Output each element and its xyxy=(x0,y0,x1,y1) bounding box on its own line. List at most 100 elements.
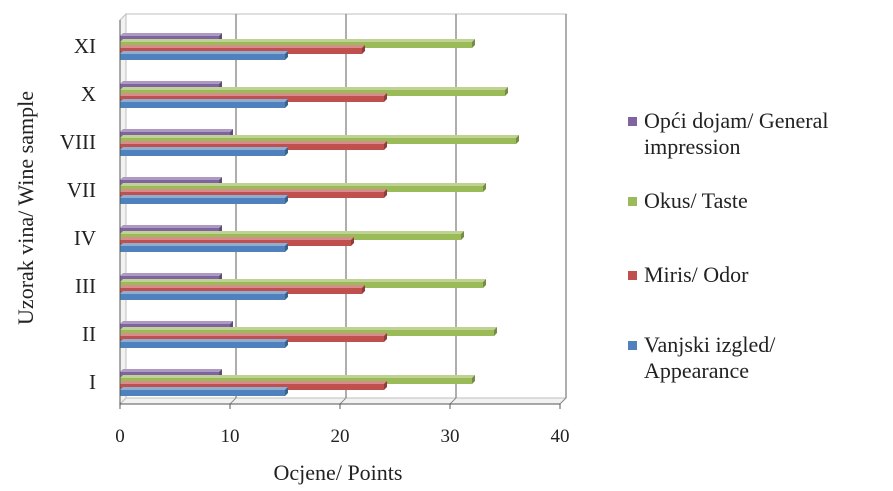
bar-end-face xyxy=(362,285,365,294)
bar-end-face xyxy=(285,387,288,396)
bar-end-face xyxy=(483,183,486,192)
bar-top-face xyxy=(120,99,288,102)
bar-XI-0 xyxy=(120,54,285,60)
bar-end-face xyxy=(362,45,365,54)
bar-top-face xyxy=(120,183,486,186)
y-category-label: IV xyxy=(74,226,96,250)
bar-top-face xyxy=(120,327,497,330)
bar-X-0 xyxy=(120,102,285,108)
bar-top-face xyxy=(120,321,233,324)
bar-end-face xyxy=(384,333,387,342)
bar-top-face xyxy=(120,231,464,234)
legend-swatch-red xyxy=(628,271,637,280)
x-tick-label: 30 xyxy=(441,426,460,447)
bar-VIII-0 xyxy=(120,150,285,156)
bar-top-face xyxy=(120,279,486,282)
bar-top-face xyxy=(120,225,222,228)
bar-IV-0 xyxy=(120,246,285,252)
bar-end-face xyxy=(505,87,508,96)
bar-top-face xyxy=(120,291,288,294)
bar-end-face xyxy=(285,99,288,108)
bar-top-face xyxy=(120,93,387,96)
legend-swatch-green xyxy=(628,197,637,206)
bar-top-face xyxy=(120,387,288,390)
bar-top-face xyxy=(120,177,222,180)
x-tick-labels: 0 10 20 30 40 xyxy=(115,426,569,447)
bar-end-face xyxy=(285,147,288,156)
y-category-label: X xyxy=(81,82,96,106)
legend-label: Vanjski izgled/ Appearance xyxy=(644,332,776,383)
axes xyxy=(119,20,561,409)
legend-label: Okus/ Taste xyxy=(644,188,748,213)
bar-end-face xyxy=(472,375,475,384)
bar-top-face xyxy=(120,381,387,384)
bar-top-face xyxy=(120,33,222,36)
y-category-label: VIII xyxy=(60,130,96,154)
gridline-floor xyxy=(339,397,347,405)
bar-top-face xyxy=(120,333,387,336)
legend-item-taste: Okus/ Taste xyxy=(628,188,890,214)
legend-swatch-purple xyxy=(628,117,637,126)
legend-label: Opći dojam/ General impression xyxy=(644,108,829,159)
gridline-floor xyxy=(449,397,457,405)
x-axis-title: Ocjene/ Points xyxy=(274,460,403,485)
bar-I-0 xyxy=(120,390,285,396)
bar-end-face xyxy=(483,279,486,288)
bar-top-face xyxy=(120,141,387,144)
x-tick-label: 40 xyxy=(551,426,570,447)
y-category-label: III xyxy=(75,274,96,298)
bar-top-face xyxy=(120,81,222,84)
bar-top-face xyxy=(120,273,222,276)
x-tick-label: 10 xyxy=(221,426,240,447)
bar-top-face xyxy=(120,45,365,48)
legend-swatch-blue xyxy=(628,341,637,350)
bar-end-face xyxy=(384,93,387,102)
bar-end-face xyxy=(351,237,354,246)
bar-top-face xyxy=(120,51,288,54)
x-tick-label: 20 xyxy=(331,426,350,447)
bar-top-face xyxy=(120,39,475,42)
bar-end-face xyxy=(285,291,288,300)
bar-end-face xyxy=(285,51,288,60)
legend-item-general-impression: Opći dojam/ General impression xyxy=(628,108,890,160)
bar-top-face xyxy=(120,87,508,90)
bar-VII-0 xyxy=(120,198,285,204)
bar-top-face xyxy=(120,237,354,240)
y-axis-title: Uzorak vina/ Wine sample xyxy=(13,91,38,325)
bar-top-face xyxy=(120,285,365,288)
bar-II-0 xyxy=(120,342,285,348)
y-category-label: XI xyxy=(74,34,96,58)
bar-end-face xyxy=(384,381,387,390)
bar-top-face xyxy=(120,369,222,372)
bar-end-face xyxy=(285,243,288,252)
bar-end-face xyxy=(472,39,475,48)
bar-top-face xyxy=(120,135,519,138)
y-category-label: II xyxy=(82,322,96,346)
legend-label: Miris/ Odor xyxy=(644,262,749,287)
legend-item-appearance: Vanjski izgled/ Appearance xyxy=(628,332,788,384)
bar-top-face xyxy=(120,339,288,342)
bar-end-face xyxy=(516,135,519,144)
gridline-floor xyxy=(229,397,237,405)
bar-top-face xyxy=(120,195,288,198)
bar-top-face xyxy=(120,375,475,378)
x-tick-label: 0 xyxy=(115,426,125,447)
bar-end-face xyxy=(461,231,464,240)
bar-end-face xyxy=(285,195,288,204)
bars xyxy=(120,33,519,396)
bar-top-face xyxy=(120,243,288,246)
bar-III-0 xyxy=(120,294,285,300)
legend-item-odor: Miris/ Odor xyxy=(628,262,890,288)
bar-top-face xyxy=(120,147,288,150)
bar-end-face xyxy=(285,339,288,348)
bar-end-face xyxy=(384,141,387,150)
y-category-label: VII xyxy=(67,178,96,202)
bar-top-face xyxy=(120,129,233,132)
bar-end-face xyxy=(384,189,387,198)
bar-end-face xyxy=(494,327,497,336)
bar-top-face xyxy=(120,189,387,192)
gridline-floor xyxy=(559,397,567,405)
y-category-label: I xyxy=(89,370,96,394)
